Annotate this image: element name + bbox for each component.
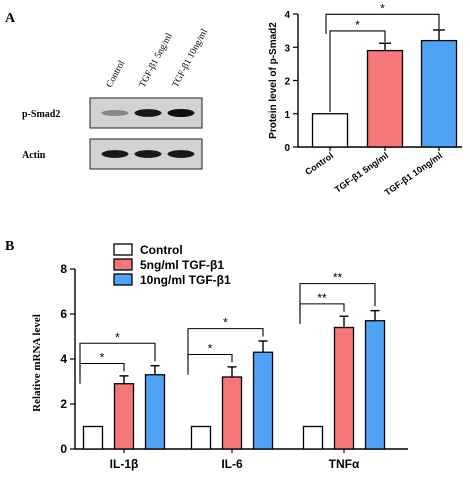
panel-a-bar (311, 113, 349, 148)
blot-lane-label: Control (105, 59, 128, 90)
blot-band (134, 109, 162, 117)
panel-b-significance-bracket (79, 342, 156, 374)
blot-row-label: Actin (22, 150, 46, 161)
blot-band (101, 109, 129, 117)
panel-b-bar (364, 320, 386, 450)
panel-b-y-axis-label: Relative mRNA level (31, 314, 43, 412)
panel-b-bar (144, 374, 166, 450)
panel-a-y-tick-label: 1 (284, 110, 290, 121)
panel-b-x-tick-label: IL-1β (110, 457, 139, 471)
panel-a-y-tick-label: 0 (284, 143, 290, 154)
panel-b-legend-swatch (113, 273, 133, 286)
panel-b-y-tick-label: 4 (60, 352, 67, 366)
panel-b-significance-label: * (208, 342, 213, 356)
panel-b-legend-swatch (113, 243, 133, 256)
panel-a-bar (366, 49, 404, 148)
panel-a-letter: A (5, 11, 16, 26)
panel-b-legend-label: 10ng/ml TGF-β1 (140, 273, 231, 287)
blot-lane-label: TGF-β1 10ng/ml (171, 27, 210, 89)
panel-b-significance-label: ** (333, 271, 343, 285)
panel-b-significance-label: * (223, 316, 228, 330)
blot-band (134, 150, 162, 158)
panel-b-x-tick-label: TNFα (329, 457, 360, 471)
blot-band (101, 150, 129, 158)
panel-b-legend-label: Control (140, 243, 183, 257)
panel-a-x-tick-label: TGF-β1 5ng/ml (333, 150, 390, 194)
panel-b-bar (82, 425, 104, 450)
panel-b-legend-swatch (113, 258, 133, 271)
panel-b-significance-label: * (115, 330, 120, 344)
blot-row-label: p-Smad2 (22, 109, 60, 120)
panel-b-significance-bracket (79, 362, 125, 384)
panel-b-bar (302, 425, 324, 450)
panel-a-significance-bracket (329, 30, 386, 113)
panel-b-bar (252, 351, 274, 450)
panel-b-x-tick-label: IL-6 (221, 457, 243, 471)
panel-b-significance-bracket (299, 303, 345, 325)
panel-a-x-tick-label: Control (303, 150, 335, 177)
panel-b-bar (221, 376, 243, 450)
panel-b-significance-bracket (187, 353, 233, 375)
panel-a-significance-label: * (380, 1, 385, 15)
panel-b-bar (190, 425, 212, 450)
blot-band (167, 150, 195, 158)
panel-a-x-tick-label: TGF-β1 10ng/ml (383, 150, 444, 197)
blot-band (167, 109, 195, 117)
panel-a-significance-bracket (325, 13, 440, 34)
panel-b-y-tick-label: 0 (60, 442, 67, 456)
panel-a-bar (420, 39, 458, 148)
blot-lane-label: TGF-β1 5ng/ml (138, 31, 175, 89)
panel-b-significance-label: ** (317, 291, 327, 305)
panel-b-significance-bracket (299, 283, 376, 314)
panel-b-bar (113, 383, 135, 450)
panel-b-letter: B (5, 239, 14, 254)
panel-b-y-tick-label: 8 (60, 262, 67, 276)
panel-b-significance-label: * (100, 351, 105, 365)
panel-b-y-tick-label: 6 (60, 307, 67, 321)
panel-a-y-tick-label: 4 (284, 10, 290, 21)
panel-b-significance-bracket (187, 328, 264, 359)
panel-a-y-axis-label: Protein level of p-Smad2 (268, 22, 279, 139)
panel-a-y-tick-label: 3 (284, 43, 290, 54)
panel-b-bar (333, 326, 355, 450)
panel-a-significance-label: * (355, 18, 360, 32)
panel-b-legend-label: 5ng/ml TGF-β1 (140, 258, 224, 272)
panel-b-y-tick-label: 2 (60, 397, 67, 411)
panel-a-y-tick-label: 2 (284, 77, 290, 88)
